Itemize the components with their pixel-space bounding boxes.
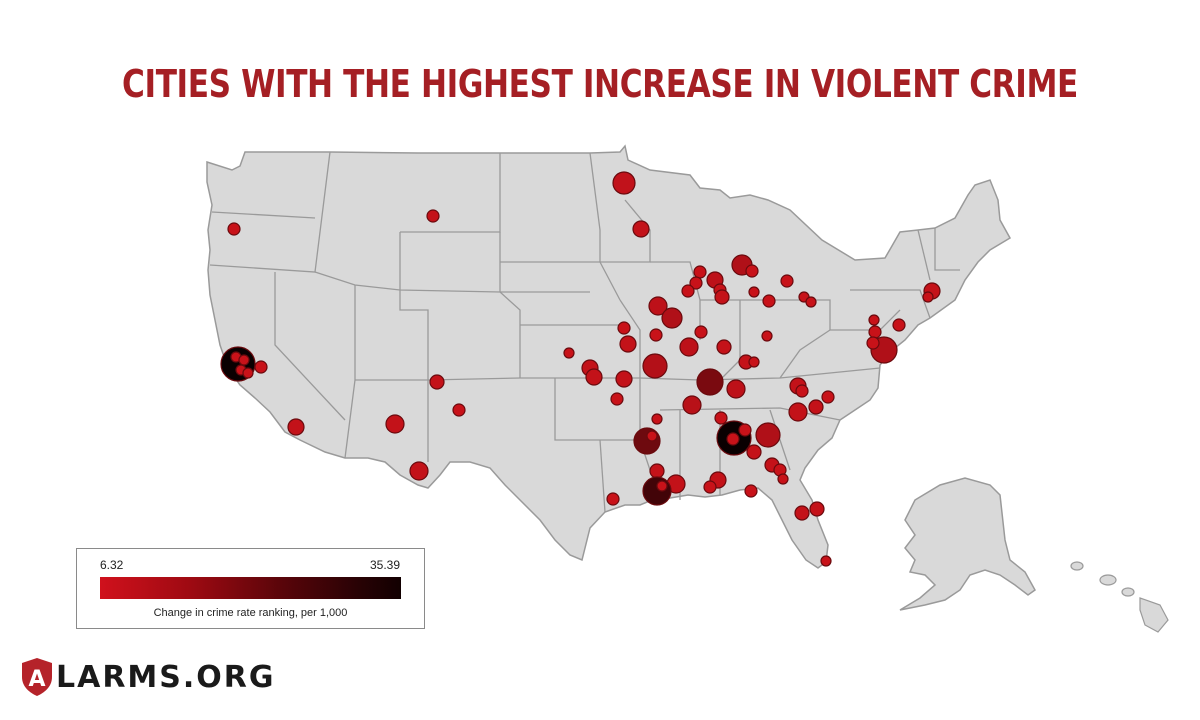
city-marker [808, 399, 824, 415]
city-marker [805, 296, 817, 308]
city-marker [777, 473, 789, 485]
city-marker [821, 390, 835, 404]
city-marker [795, 384, 809, 398]
city-marker [642, 353, 668, 379]
alaska-land [899, 477, 1036, 611]
hawaii-land [1070, 561, 1169, 633]
city-marker [610, 392, 624, 406]
city-marker [866, 336, 880, 350]
legend-gradient-bar [100, 577, 401, 599]
shield-icon: A [22, 658, 52, 696]
city-marker [696, 368, 724, 396]
city-marker [694, 325, 708, 339]
city-marker [780, 274, 794, 288]
city-marker [748, 286, 760, 298]
city-marker [868, 314, 880, 326]
city-marker [761, 330, 773, 342]
color-legend: 6.32 35.39 Change in crime rate ranking,… [76, 548, 425, 629]
city-marker [227, 222, 241, 236]
city-marker [385, 414, 405, 434]
city-marker [648, 296, 668, 316]
city-marker [689, 276, 703, 290]
city-marker [429, 374, 445, 390]
city-marker [651, 413, 663, 425]
city-marker [716, 339, 732, 355]
city-marker [585, 368, 603, 386]
city-marker [738, 423, 752, 437]
city-marker [922, 291, 934, 303]
city-marker [744, 484, 758, 498]
city-marker [649, 328, 663, 342]
city-marker [632, 220, 650, 238]
city-marker [615, 370, 633, 388]
legend-min-label: 6.32 [100, 558, 124, 572]
state-borders [209, 151, 960, 513]
page-title: CITIES WITH THE HIGHEST INCREASE IN VIOL… [122, 62, 1078, 106]
city-marker [714, 411, 728, 425]
city-marker [617, 321, 631, 335]
city-markers [220, 171, 941, 567]
city-marker [606, 492, 620, 506]
alarms-logo: A LARMS.ORG [20, 656, 276, 698]
city-marker [693, 265, 707, 279]
city-marker [642, 476, 672, 506]
city-marker [788, 402, 808, 422]
city-marker [745, 264, 759, 278]
logo-text: LARMS.ORG [56, 659, 276, 695]
city-marker [809, 501, 825, 517]
city-marker [426, 209, 440, 223]
city-marker [820, 555, 832, 567]
city-marker [726, 379, 746, 399]
city-marker [681, 284, 695, 298]
city-marker [714, 289, 730, 305]
city-marker [242, 367, 254, 379]
city-marker [746, 444, 762, 460]
legend-max-label: 35.39 [369, 558, 400, 572]
contiguous-us-land [206, 144, 1012, 569]
shield-letter: A [28, 667, 45, 692]
city-marker [646, 430, 658, 442]
city-marker [254, 360, 268, 374]
city-marker [726, 432, 740, 446]
city-marker [649, 463, 665, 479]
city-marker [656, 480, 668, 492]
city-marker [682, 395, 702, 415]
city-marker [452, 403, 466, 417]
city-marker [868, 325, 882, 339]
city-marker [755, 422, 781, 448]
city-marker [619, 335, 637, 353]
city-marker [762, 294, 776, 308]
city-marker [661, 307, 683, 329]
city-marker [563, 347, 575, 359]
city-marker [409, 461, 429, 481]
city-marker [612, 171, 636, 195]
city-marker [892, 318, 906, 332]
city-marker [703, 480, 717, 494]
city-marker [287, 418, 305, 436]
city-marker [748, 356, 760, 368]
city-marker [633, 427, 661, 455]
legend-caption: Change in crime rate ranking, per 1,000 [153, 607, 348, 619]
city-marker [794, 505, 810, 521]
city-marker [238, 354, 250, 366]
city-marker [679, 337, 699, 357]
